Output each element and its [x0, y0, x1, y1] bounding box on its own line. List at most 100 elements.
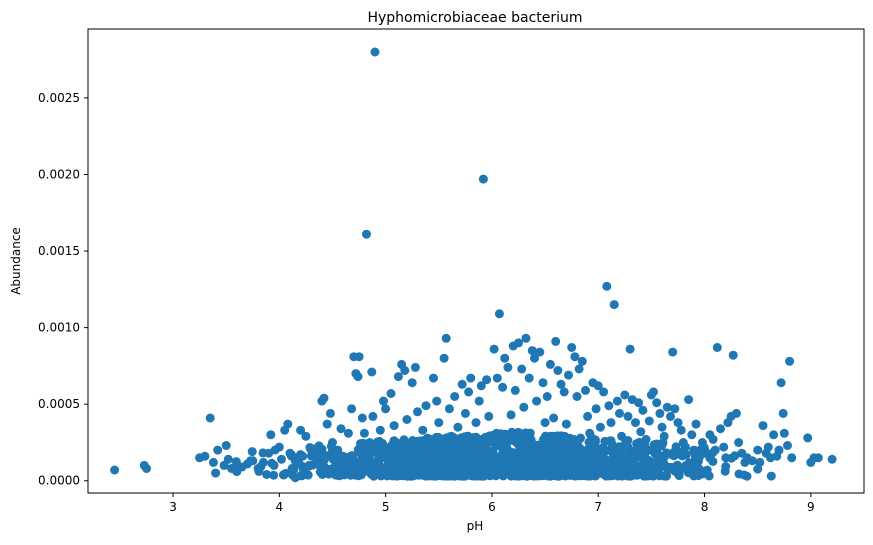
data-point	[649, 440, 659, 450]
data-point	[389, 421, 399, 431]
data-point	[776, 378, 786, 388]
data-point	[680, 442, 690, 452]
data-point	[472, 470, 482, 480]
data-point	[636, 427, 646, 437]
data-point	[464, 387, 474, 397]
data-point	[575, 443, 585, 453]
data-point	[542, 465, 552, 475]
data-point	[606, 418, 616, 428]
data-point	[231, 457, 241, 467]
data-point	[615, 408, 624, 418]
data-point	[687, 430, 697, 440]
data-point	[597, 468, 607, 478]
data-point	[623, 442, 633, 451]
data-point	[545, 359, 555, 369]
y-tick-label: 0.0005	[38, 397, 80, 411]
data-point	[466, 373, 476, 383]
data-point	[641, 434, 651, 444]
data-point	[674, 471, 684, 481]
data-point	[670, 404, 680, 414]
data-point	[450, 392, 460, 401]
data-point	[221, 441, 231, 450]
data-point	[453, 422, 463, 432]
data-point	[379, 396, 388, 406]
data-point	[650, 467, 660, 477]
data-point	[491, 452, 501, 462]
data-point	[357, 413, 367, 423]
data-point	[353, 372, 363, 382]
data-point	[652, 454, 662, 464]
data-point	[527, 346, 537, 356]
data-point	[319, 393, 329, 403]
data-point	[519, 402, 529, 412]
data-point	[536, 454, 546, 464]
y-tick-label: 0.0020	[38, 167, 80, 181]
data-point	[372, 448, 382, 458]
data-point	[213, 445, 223, 455]
data-point	[248, 456, 258, 466]
data-point	[484, 411, 494, 421]
data-point	[684, 395, 694, 405]
data-point	[476, 381, 486, 391]
data-point	[368, 470, 378, 480]
data-point	[304, 460, 314, 470]
data-point	[766, 471, 776, 481]
data-point	[614, 449, 624, 459]
data-point	[753, 445, 763, 455]
data-point	[657, 422, 667, 432]
data-point	[418, 425, 428, 435]
y-tick-label: 0.0010	[38, 321, 80, 335]
data-point	[482, 375, 492, 385]
data-point	[507, 427, 517, 437]
data-point	[529, 440, 539, 450]
data-point	[623, 450, 633, 460]
plot-frame	[87, 28, 865, 494]
data-point	[612, 396, 622, 406]
data-point	[516, 465, 526, 475]
data-point	[386, 389, 396, 398]
data-point	[553, 366, 563, 375]
data-point	[384, 456, 393, 466]
data-point	[393, 372, 403, 382]
x-tick-label: 6	[488, 500, 496, 514]
data-point	[499, 430, 509, 440]
data-point	[402, 415, 412, 424]
data-point	[518, 441, 528, 451]
data-point	[471, 418, 481, 428]
data-point	[551, 336, 561, 346]
data-point	[549, 413, 559, 423]
data-point	[521, 333, 531, 343]
data-point	[354, 352, 364, 362]
x-tick-label: 8	[701, 500, 709, 514]
data-point	[540, 418, 550, 428]
data-point	[346, 470, 356, 480]
data-point	[247, 447, 257, 457]
x-tick-label: 4	[276, 500, 284, 514]
data-point	[673, 418, 683, 428]
data-point	[306, 445, 316, 455]
x-axis-ticks: 3 4 5 6 7 8 9	[169, 493, 815, 514]
data-point	[438, 438, 448, 448]
data-point	[534, 471, 544, 481]
data-point	[561, 419, 571, 429]
data-point	[253, 464, 263, 473]
data-point	[556, 379, 566, 389]
data-point	[314, 441, 324, 451]
data-point	[700, 448, 709, 458]
data-point	[763, 442, 773, 452]
data-point	[602, 281, 612, 291]
data-point	[434, 418, 444, 428]
data-point	[429, 373, 438, 383]
data-point	[349, 455, 358, 465]
data-point	[374, 437, 384, 446]
data-point	[487, 433, 497, 443]
data-point	[652, 398, 662, 408]
data-point	[661, 471, 671, 481]
data-point	[755, 457, 765, 467]
data-point	[572, 392, 582, 401]
data-point	[663, 449, 673, 459]
x-tick-label: 3	[169, 500, 177, 514]
data-point	[734, 438, 744, 447]
data-point	[510, 385, 520, 395]
data-point	[649, 387, 658, 397]
